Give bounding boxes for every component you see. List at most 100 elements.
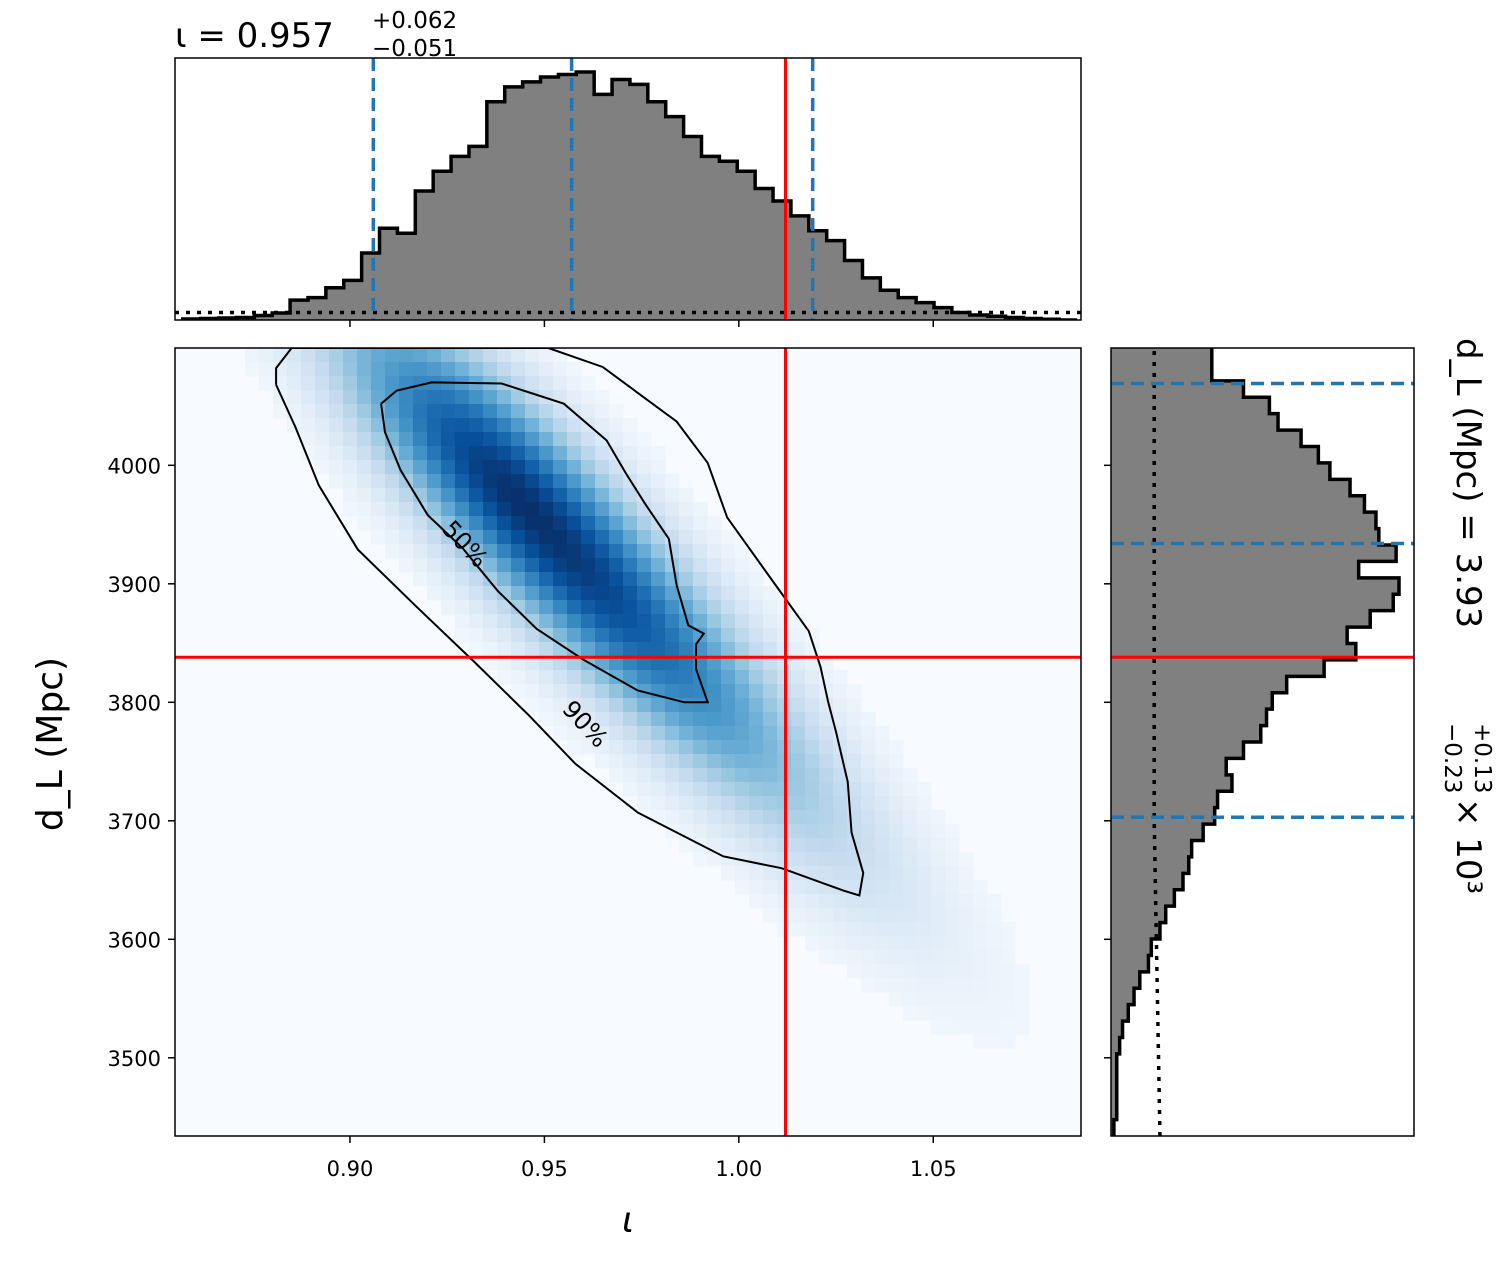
density-cell xyxy=(679,782,694,797)
density-cell xyxy=(819,852,834,867)
density-cell xyxy=(343,376,358,391)
density-cell xyxy=(903,964,918,979)
density-cell xyxy=(889,992,904,1007)
density-cell xyxy=(399,558,414,573)
density-cell xyxy=(483,446,498,461)
density-cell xyxy=(413,516,428,531)
density-cell xyxy=(455,516,470,531)
density-cell xyxy=(819,922,834,937)
density-cell xyxy=(483,516,498,531)
density-cell xyxy=(735,810,750,825)
density-cell xyxy=(637,446,652,461)
density-cell xyxy=(847,754,862,769)
density-cell xyxy=(861,726,876,741)
density-cell xyxy=(469,614,484,629)
density-cell xyxy=(791,614,806,629)
density-cell xyxy=(735,642,750,657)
density-cell xyxy=(721,782,736,797)
density-cell xyxy=(833,810,848,825)
density-cell xyxy=(609,600,624,615)
density-cell xyxy=(483,474,498,489)
density-cell xyxy=(553,488,568,503)
density-cell xyxy=(889,964,904,979)
density-cell xyxy=(847,824,862,839)
iota-title-plus: +0.062 xyxy=(372,8,457,34)
density-cell xyxy=(917,824,932,839)
density-cell xyxy=(875,866,890,881)
density-cell xyxy=(483,432,498,447)
density-cell xyxy=(847,950,862,965)
density-cell xyxy=(371,418,386,433)
density-cell xyxy=(875,768,890,783)
density-cell xyxy=(707,824,722,839)
density-cell xyxy=(791,726,806,741)
density-cell xyxy=(329,362,344,377)
density-cell xyxy=(959,992,974,1007)
x-tick-label-3: 1.05 xyxy=(910,1157,957,1181)
density-cell xyxy=(931,866,946,881)
density-cell xyxy=(707,740,722,755)
density-cell xyxy=(693,586,708,601)
density-cell xyxy=(679,684,694,699)
density-cell xyxy=(861,922,876,937)
density-cell xyxy=(511,460,526,475)
density-cell xyxy=(427,432,442,447)
density-cell xyxy=(427,544,442,559)
density-cell xyxy=(553,460,568,475)
density-cell xyxy=(567,642,582,657)
density-cell xyxy=(987,936,1002,951)
density-cell xyxy=(945,964,960,979)
density-cell xyxy=(819,726,834,741)
density-cell xyxy=(791,880,806,895)
density-cell xyxy=(651,796,666,811)
density-cell xyxy=(693,684,708,699)
density-cell xyxy=(525,474,540,489)
density-cell xyxy=(567,516,582,531)
x-tick-label-2: 1.00 xyxy=(715,1157,762,1181)
density-cell xyxy=(553,600,568,615)
density-cell xyxy=(469,446,484,461)
density-cell xyxy=(791,642,806,657)
density-cell xyxy=(735,670,750,685)
density-cell xyxy=(651,726,666,741)
density-cell xyxy=(497,558,512,573)
density-cell xyxy=(917,936,932,951)
density-cell xyxy=(651,600,666,615)
density-cell xyxy=(749,782,764,797)
density-cell xyxy=(707,628,722,643)
density-cell xyxy=(861,740,876,755)
density-cell xyxy=(945,838,960,853)
density-cell xyxy=(707,712,722,727)
density-cell xyxy=(623,572,638,587)
density-cell xyxy=(1001,1020,1016,1035)
density-cell xyxy=(721,572,736,587)
density-cell xyxy=(595,488,610,503)
density-cell xyxy=(875,838,890,853)
density-cell xyxy=(511,544,526,559)
density-cell xyxy=(413,432,428,447)
density-cell xyxy=(637,782,652,797)
density-cell xyxy=(623,446,638,461)
density-cell xyxy=(959,1006,974,1021)
density-cell xyxy=(399,488,414,503)
density-cell xyxy=(553,670,568,685)
density-cell xyxy=(721,754,736,769)
density-cell xyxy=(875,922,890,937)
density-cell xyxy=(763,810,778,825)
density-cell xyxy=(889,936,904,951)
density-cell xyxy=(343,418,358,433)
density-cell xyxy=(847,726,862,741)
density-cell xyxy=(595,628,610,643)
density-cell xyxy=(581,460,596,475)
density-cell xyxy=(637,656,652,671)
density-cell xyxy=(301,362,316,377)
density-cell xyxy=(945,866,960,881)
density-cell xyxy=(735,684,750,699)
density-cell xyxy=(469,502,484,517)
density-cell xyxy=(511,558,526,573)
density-cell xyxy=(525,572,540,587)
density-cell xyxy=(539,530,554,545)
density-cell xyxy=(679,754,694,769)
density-cell xyxy=(833,698,848,713)
density-cell xyxy=(931,810,946,825)
